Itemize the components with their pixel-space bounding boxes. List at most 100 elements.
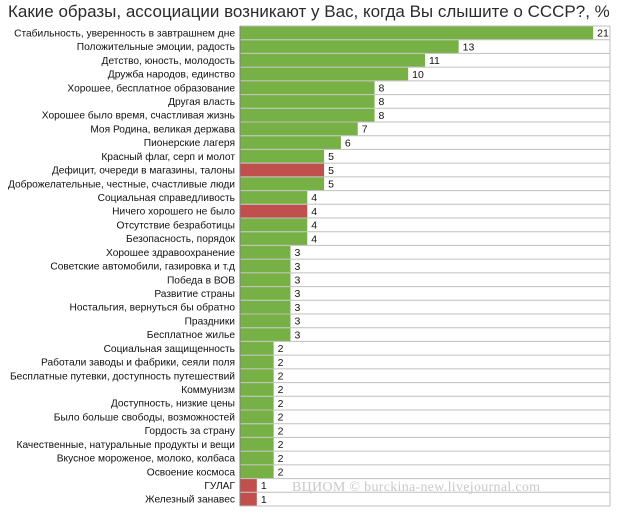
bar bbox=[240, 218, 308, 232]
bar bbox=[240, 355, 274, 369]
data-label: 3 bbox=[294, 302, 300, 314]
bar bbox=[240, 328, 291, 341]
data-label: 4 bbox=[311, 220, 317, 232]
bar bbox=[240, 204, 308, 218]
bar bbox=[240, 95, 375, 108]
bar bbox=[240, 67, 409, 81]
category-label: Бесплатные путевки, доступность путешест… bbox=[10, 371, 235, 382]
data-label: 10 bbox=[412, 69, 424, 81]
data-label: 4 bbox=[311, 192, 317, 204]
category-label: Вкусное мороженое, молоко, колбаса bbox=[57, 453, 236, 465]
bar bbox=[240, 273, 291, 287]
data-label: 2 bbox=[278, 384, 284, 396]
bar bbox=[240, 136, 341, 149]
category-label: Бесплатное жилье bbox=[147, 330, 236, 341]
bar bbox=[240, 479, 257, 492]
data-label: 1 bbox=[261, 480, 267, 492]
bar bbox=[240, 245, 291, 259]
category-label: ГУЛАГ bbox=[204, 481, 235, 492]
category-label: Дружба народов, единство bbox=[108, 69, 236, 81]
data-label: 2 bbox=[278, 357, 284, 369]
category-label: Социальная справедливость bbox=[98, 193, 235, 204]
category-label: Качественные, натуральные продукты и вещ… bbox=[17, 440, 235, 451]
data-label: 2 bbox=[278, 467, 284, 479]
category-label: Хорошее здравоохранение bbox=[106, 248, 235, 259]
category-label: Ностальгия, вернуться бы обратно bbox=[70, 302, 236, 314]
data-label: 11 bbox=[429, 55, 440, 67]
data-label: 21 bbox=[597, 28, 609, 40]
data-label: 2 bbox=[278, 453, 284, 465]
data-label: 2 bbox=[278, 412, 284, 424]
bar bbox=[240, 300, 291, 314]
data-label: 4 bbox=[311, 233, 317, 245]
bar bbox=[240, 369, 274, 383]
bar bbox=[240, 314, 291, 328]
data-label: 5 bbox=[328, 179, 334, 191]
data-label: 2 bbox=[278, 439, 284, 451]
bar bbox=[240, 492, 257, 506]
data-label: 3 bbox=[294, 288, 300, 300]
category-label: Социальная защищенность bbox=[104, 344, 235, 355]
category-label: Советские автомобили, газировка и т.д bbox=[50, 261, 235, 273]
category-label: Праздники bbox=[185, 316, 235, 327]
bar bbox=[240, 122, 358, 136]
category-label: Коммунизм bbox=[181, 385, 235, 396]
category-label: Было больше свободы, возможностей bbox=[54, 411, 235, 423]
data-label: 3 bbox=[294, 261, 300, 273]
bar bbox=[240, 465, 274, 479]
category-label: Гордость за страну bbox=[145, 426, 236, 437]
data-label: 2 bbox=[278, 425, 284, 437]
category-label: Красный флаг, серп и молот bbox=[101, 151, 235, 163]
data-label: 3 bbox=[294, 275, 300, 287]
category-label: Отсутствие безработицы bbox=[116, 219, 235, 231]
data-label: 1 bbox=[261, 494, 267, 506]
category-label: Хорошее было время, счастливая жизнь bbox=[42, 110, 235, 122]
bar bbox=[240, 108, 375, 122]
category-label: Безопасность, порядок bbox=[126, 234, 236, 245]
watermark: ВЦИОМ © burckina-new.livejournal.com bbox=[292, 480, 541, 495]
bar bbox=[240, 163, 325, 177]
bar bbox=[240, 437, 274, 451]
category-label: Железный занавес bbox=[145, 495, 235, 506]
bar bbox=[240, 191, 308, 204]
data-label: 3 bbox=[294, 316, 300, 328]
bar bbox=[240, 383, 274, 396]
bar bbox=[240, 287, 291, 300]
category-label: Развитие страны bbox=[154, 289, 235, 300]
data-label: 2 bbox=[278, 371, 284, 383]
data-label: 3 bbox=[294, 247, 300, 259]
bar bbox=[240, 259, 291, 273]
bar bbox=[240, 396, 274, 410]
bar bbox=[240, 424, 274, 437]
category-label: Пионерские лагеря bbox=[144, 138, 235, 149]
category-label: Стабильность, уверенность в завтрашнем д… bbox=[14, 27, 235, 39]
bar bbox=[240, 40, 459, 53]
bar bbox=[240, 81, 375, 95]
chart-title: Какие образы, ассоциации возникают у Вас… bbox=[8, 2, 610, 21]
category-label: Положительные эмоции, радость bbox=[77, 42, 235, 53]
category-label: Доступность, низкие цены bbox=[111, 399, 235, 410]
bar bbox=[240, 451, 274, 465]
data-label: 13 bbox=[463, 41, 475, 53]
bar bbox=[240, 410, 274, 424]
bar bbox=[240, 53, 425, 67]
category-label: Освоение космоса bbox=[147, 467, 236, 478]
data-label: 6 bbox=[345, 137, 351, 149]
data-label: 5 bbox=[328, 165, 334, 177]
category-label: Детство, юность, молодость bbox=[102, 56, 235, 67]
category-label: Хорошее, бесплатное образование bbox=[67, 82, 235, 94]
data-label: 2 bbox=[278, 398, 284, 410]
data-label: 7 bbox=[362, 124, 368, 136]
category-label: Дефицит, очереди в магазины, талоны bbox=[52, 165, 235, 177]
bar bbox=[240, 177, 325, 191]
data-label: 8 bbox=[379, 110, 385, 122]
category-label: Победа в ВОВ bbox=[167, 274, 235, 286]
category-label: Ничего хорошего не было bbox=[112, 206, 235, 218]
category-label: Доброжелательные, честные, счастливые лю… bbox=[8, 178, 235, 190]
data-label: 8 bbox=[379, 83, 385, 95]
data-label: 8 bbox=[379, 96, 385, 108]
category-label: Работали заводы и фабрики, сеяли поля bbox=[41, 357, 235, 369]
bar bbox=[240, 341, 274, 355]
